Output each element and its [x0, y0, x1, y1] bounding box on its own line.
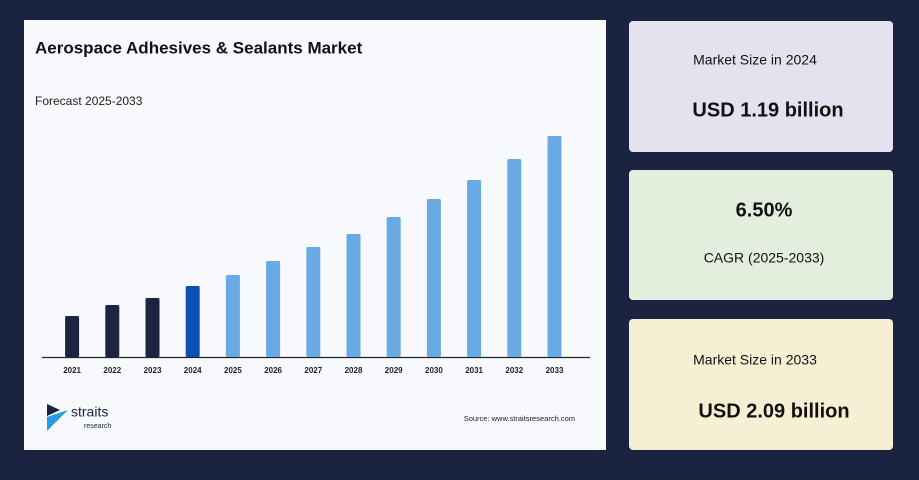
x-tick-label: 2024 [184, 366, 202, 375]
card-label: Market Size in 2024 [693, 52, 817, 68]
x-tick-label: 2023 [144, 366, 162, 375]
x-tick-label: 2029 [385, 366, 403, 375]
bar [105, 305, 120, 357]
x-tick-label: 2025 [224, 366, 242, 375]
x-tick-label: 2033 [546, 366, 564, 375]
bar [145, 298, 160, 357]
x-tick-label: 2022 [103, 366, 121, 375]
bar [386, 217, 401, 357]
chart-subtitle: Forecast 2025-2033 [35, 94, 143, 108]
card-label: CAGR (2025-2033) [704, 250, 825, 266]
logo-sub: research [84, 423, 111, 430]
x-tick-label: 2027 [304, 366, 322, 375]
card [629, 319, 893, 450]
x-tick-label: 2030 [425, 366, 443, 375]
x-tick-label: 2032 [505, 366, 523, 375]
bar [266, 261, 281, 357]
card-label: Market Size in 2033 [693, 352, 817, 368]
bar [65, 316, 80, 357]
card [629, 21, 893, 152]
x-tick-label: 2028 [345, 366, 363, 375]
bar [467, 180, 482, 357]
x-tick-label: 2031 [465, 366, 483, 375]
logo-icon [47, 404, 60, 416]
bar [225, 275, 240, 357]
chart-title: Aerospace Adhesives & Sealants Market [35, 38, 363, 57]
logo-name: straits [71, 404, 108, 420]
bar [507, 159, 522, 357]
bar [306, 247, 321, 357]
bar [426, 199, 441, 357]
card-value: USD 1.19 billion [692, 99, 843, 121]
source: Source: www.straitsresearch.com [464, 414, 575, 423]
logo-icon [47, 410, 68, 431]
bar [185, 286, 200, 357]
card-value: USD 2.09 billion [698, 400, 849, 422]
x-tick-label: 2021 [63, 366, 81, 375]
card-value: 6.50% [736, 199, 793, 221]
card [629, 170, 893, 300]
bar [547, 136, 562, 357]
x-tick-label: 2026 [264, 366, 282, 375]
bar [346, 234, 361, 357]
